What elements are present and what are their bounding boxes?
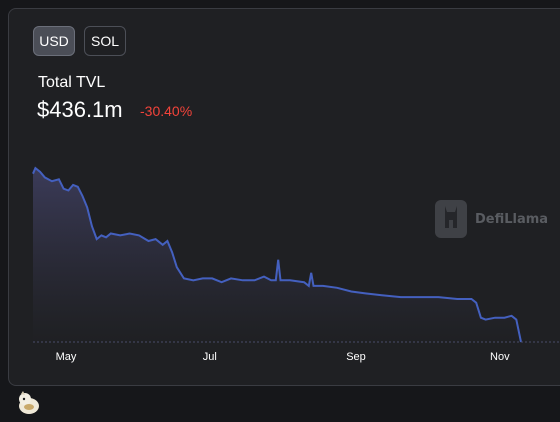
- x-tick-label: Nov: [490, 351, 510, 363]
- total-tvl-label: Total TVL: [38, 74, 106, 91]
- tvl-change-percent: -30.40%: [140, 103, 193, 119]
- x-tick-label: Jul: [203, 351, 217, 363]
- llama-avatar-icon[interactable]: [16, 390, 42, 416]
- currency-toggle-usd[interactable]: USD: [33, 26, 75, 56]
- x-tick-label: May: [56, 351, 77, 363]
- defillama-watermark: DefiLlama: [433, 198, 548, 240]
- x-tick-label: Sep: [346, 351, 366, 363]
- tvl-line: [32, 166, 522, 343]
- currency-toggle-sol[interactable]: SOL: [84, 26, 126, 56]
- tvl-area-chart: May Jul Sep Nov: [32, 166, 560, 363]
- llama-logo-icon: [435, 200, 467, 238]
- total-tvl-value: $436.1m: [37, 97, 123, 122]
- tvl-area-fill: [33, 168, 521, 342]
- watermark-text: DefiLlama: [475, 211, 549, 227]
